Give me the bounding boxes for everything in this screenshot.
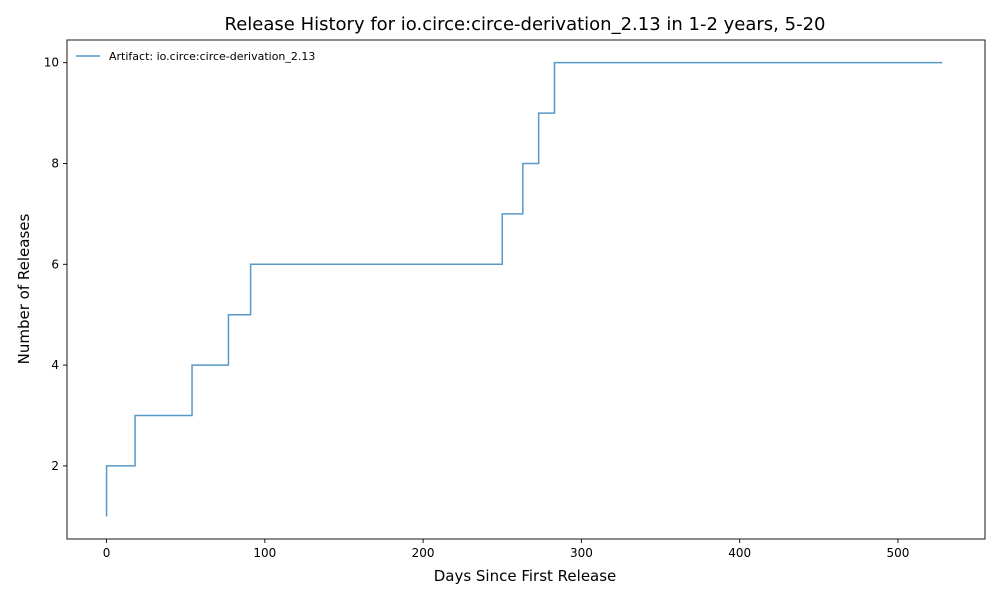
y-axis-label: Number of Releases [15,213,33,364]
legend-label-0: Artifact: io.circe:circe-derivation_2.13 [109,50,315,63]
y-tick-label-10: 10 [44,56,59,70]
y-tick-label-2: 2 [51,459,59,473]
axes: 0 100 200 300 400 500 2 4 6 8 10 [44,39,986,560]
x-tick-label-300: 300 [570,546,593,560]
y-tick-label-4: 4 [51,358,59,372]
x-tick-label-100: 100 [253,546,276,560]
y-tick-label-8: 8 [51,156,59,170]
legend: Artifact: io.circe:circe-derivation_2.13 [76,50,315,63]
x-tick-label-200: 200 [412,546,435,560]
x-tick-label-500: 500 [886,546,909,560]
y-tick-label-6: 6 [51,257,59,271]
x-axis-label: Days Since First Release [434,567,617,585]
series-line-0 [105,61,943,517]
x-tick-label-0: 0 [103,546,111,560]
chart-title: Release History for io.circe:circe-deriv… [225,14,826,35]
x-tick-label-400: 400 [728,546,751,560]
axes-frame [66,39,986,540]
plot-area [105,61,943,517]
